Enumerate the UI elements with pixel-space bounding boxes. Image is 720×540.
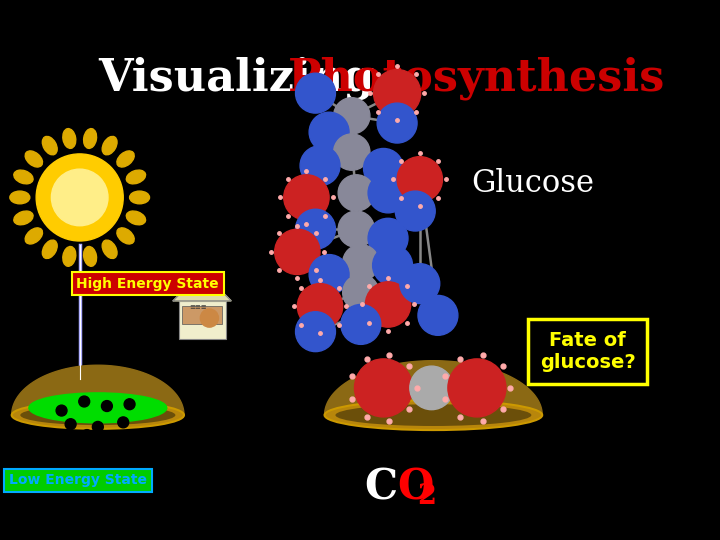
Ellipse shape [102,137,117,155]
Text: Photosynthesis: Photosynthesis [288,57,666,100]
Circle shape [373,246,413,286]
Ellipse shape [102,240,117,259]
Ellipse shape [117,228,134,244]
Circle shape [118,417,129,428]
Circle shape [102,401,112,411]
Ellipse shape [29,393,167,423]
Polygon shape [325,361,542,415]
Text: Visualizing: Visualizing [98,57,390,100]
Circle shape [92,421,103,433]
Polygon shape [12,365,184,415]
Ellipse shape [117,151,134,167]
Circle shape [395,191,435,231]
Text: C: C [364,467,397,509]
Ellipse shape [126,211,145,225]
Text: Glucose: Glucose [472,168,595,199]
Circle shape [368,173,408,213]
Ellipse shape [25,151,42,167]
Circle shape [66,418,76,430]
Circle shape [364,148,403,188]
Ellipse shape [84,246,96,266]
Ellipse shape [130,191,150,204]
Circle shape [410,366,454,410]
Circle shape [78,396,90,407]
Circle shape [418,295,458,335]
Circle shape [295,73,336,113]
Circle shape [341,305,381,345]
Circle shape [300,146,340,186]
Circle shape [354,359,413,417]
Text: 2: 2 [417,483,436,510]
Circle shape [365,282,410,327]
Ellipse shape [14,211,33,225]
Ellipse shape [63,129,76,148]
Circle shape [333,134,370,170]
Polygon shape [12,365,184,415]
Text: High Energy State: High Energy State [76,276,219,291]
Circle shape [51,169,108,226]
Text: Low Energy State: Low Energy State [9,474,147,488]
Circle shape [338,175,374,211]
Circle shape [275,229,320,274]
Circle shape [297,284,343,329]
Text: O: O [397,467,433,509]
Ellipse shape [10,191,30,204]
Circle shape [197,345,207,354]
Text: ≡≡≡: ≡≡≡ [189,304,207,310]
Circle shape [81,430,92,441]
Circle shape [200,309,218,327]
FancyBboxPatch shape [179,301,225,339]
FancyBboxPatch shape [182,306,222,323]
Circle shape [309,112,349,152]
Polygon shape [173,272,231,301]
Circle shape [36,154,123,241]
Circle shape [338,211,374,247]
Circle shape [448,359,506,417]
Ellipse shape [42,240,57,259]
Ellipse shape [325,400,542,430]
Ellipse shape [25,228,42,244]
Ellipse shape [336,404,531,426]
Circle shape [295,312,336,352]
Ellipse shape [126,170,145,184]
Circle shape [284,175,329,220]
Polygon shape [325,361,542,415]
Circle shape [400,264,440,303]
Circle shape [377,103,417,143]
Ellipse shape [14,170,33,184]
Text: Fate of
glucose?: Fate of glucose? [540,331,636,372]
Circle shape [295,209,336,249]
Circle shape [124,399,135,410]
Circle shape [333,98,370,134]
Circle shape [368,218,408,258]
Ellipse shape [12,401,184,429]
Circle shape [374,70,420,117]
Ellipse shape [63,246,76,266]
Ellipse shape [20,405,176,425]
Ellipse shape [84,129,96,148]
Circle shape [343,245,379,281]
Circle shape [56,405,67,416]
Circle shape [309,254,349,294]
Circle shape [343,274,379,311]
Ellipse shape [42,137,57,155]
Circle shape [397,157,443,202]
